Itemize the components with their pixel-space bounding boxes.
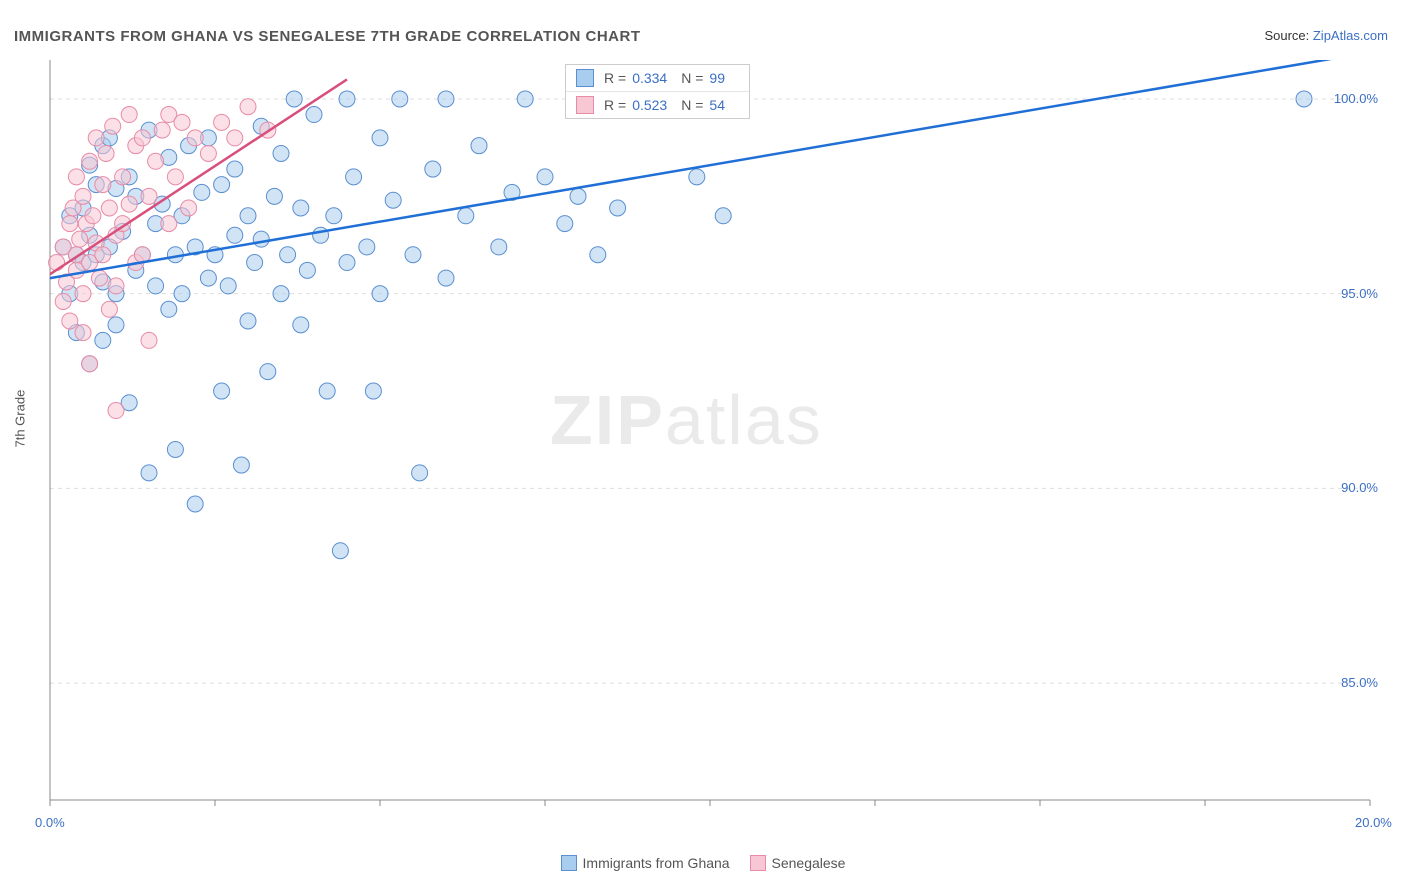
watermark-bold: ZIP [550, 381, 665, 459]
chart-container: IMMIGRANTS FROM GHANA VS SENEGALESE 7TH … [0, 0, 1406, 892]
legend-item-senegalese: Senegalese [750, 855, 846, 871]
series-legend: Immigrants from Ghana Senegalese [0, 855, 1406, 874]
watermark: ZIPatlas [550, 380, 823, 460]
y-tick-label: 85.0% [1341, 675, 1378, 690]
y-tick-label: 100.0% [1334, 91, 1378, 106]
legend-label-senegalese: Senegalese [772, 855, 846, 871]
r-label: R = [604, 70, 626, 86]
r-label: R = [604, 97, 626, 113]
legend-swatch [576, 69, 594, 87]
n-value: 99 [709, 70, 725, 86]
correlation-legend: R = 0.334 N = 99 R = 0.523 N = 54 [565, 64, 750, 119]
r-value: 0.523 [632, 97, 667, 113]
correlation-legend-row: R = 0.334 N = 99 [566, 65, 749, 92]
correlation-legend-row: R = 0.523 N = 54 [566, 92, 749, 118]
y-tick-label: 90.0% [1341, 480, 1378, 495]
r-value: 0.334 [632, 70, 667, 86]
n-value: 54 [709, 97, 725, 113]
n-label: N = [681, 70, 703, 86]
y-tick-label: 95.0% [1341, 286, 1378, 301]
legend-swatch [576, 96, 594, 114]
watermark-light: atlas [665, 381, 823, 459]
legend-label-ghana: Immigrants from Ghana [583, 855, 730, 871]
n-label: N = [681, 97, 703, 113]
legend-swatch-senegalese [750, 855, 766, 871]
x-tick-label: 0.0% [35, 815, 65, 830]
legend-item-ghana: Immigrants from Ghana [561, 855, 730, 871]
legend-swatch-ghana [561, 855, 577, 871]
x-tick-label: 20.0% [1355, 815, 1392, 830]
